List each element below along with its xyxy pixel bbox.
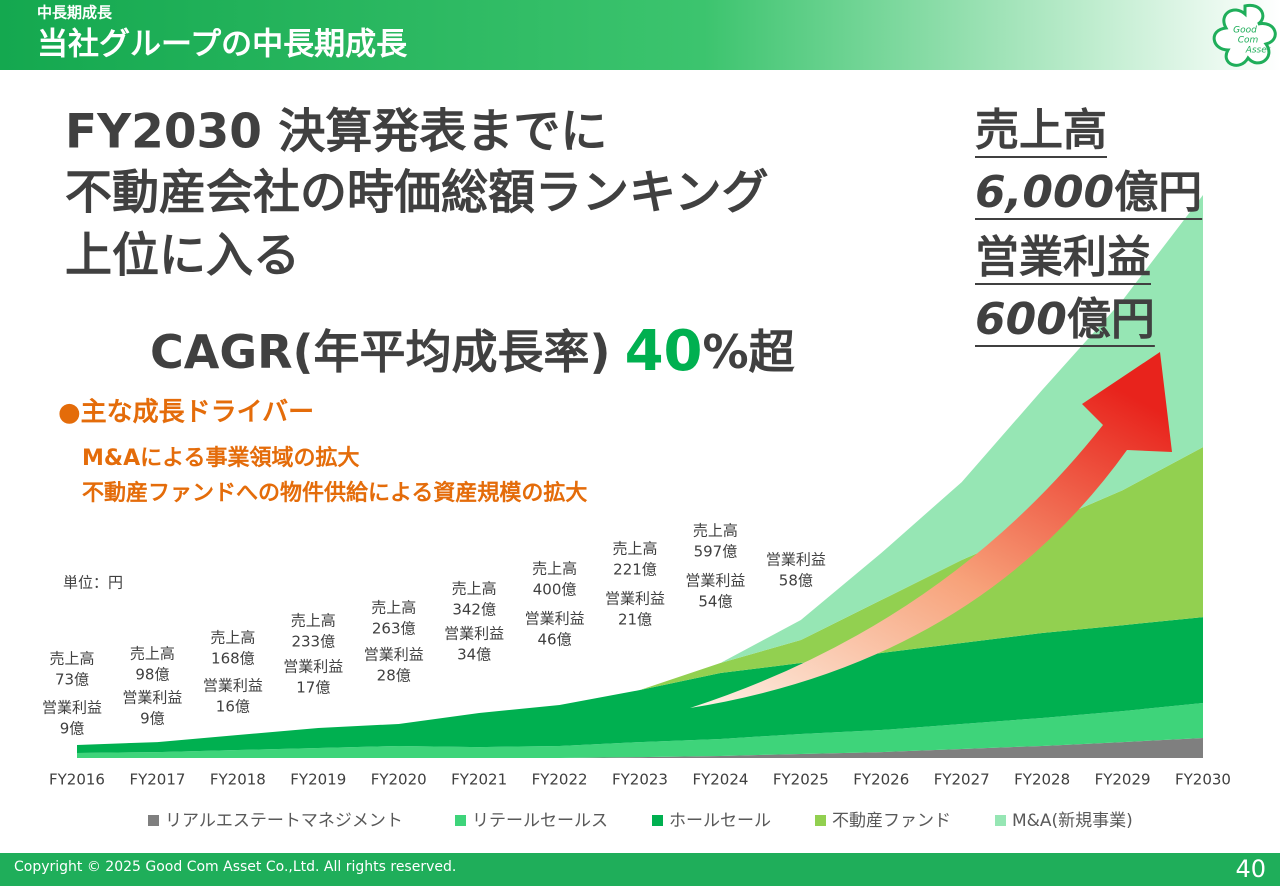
x-tick-label: FY2018 bbox=[210, 771, 266, 789]
drivers-title: ●主な成長ドライバー bbox=[58, 398, 314, 428]
legend-swatch bbox=[995, 815, 1006, 826]
target-label: 売上高 bbox=[975, 105, 1107, 156]
logo: Good Com Asset bbox=[1212, 3, 1277, 67]
headline: FY2030 決算発表までに bbox=[65, 105, 607, 160]
target-number: 6,000 bbox=[975, 167, 1114, 218]
annotation-label: 営業利益 bbox=[42, 699, 102, 717]
driver-item: 不動産ファンドへの物件供給による資産規模の拡大 bbox=[82, 480, 587, 506]
target-unit: 億円 bbox=[1067, 294, 1155, 345]
annotation-label: 売上高 bbox=[693, 522, 738, 540]
annotation-value: 16億 bbox=[216, 698, 250, 716]
x-tick-label: FY2026 bbox=[853, 771, 909, 789]
header-bar bbox=[0, 0, 1280, 70]
annotation-value: 28億 bbox=[377, 667, 411, 685]
annotation-label: 売上高 bbox=[371, 599, 416, 617]
cagr-suffix: %超 bbox=[703, 325, 796, 379]
annotation-label: 営業利益 bbox=[203, 677, 263, 695]
area bbox=[77, 703, 1203, 758]
annotation-value: 73億 bbox=[55, 671, 89, 689]
page-number: 40 bbox=[1235, 855, 1266, 883]
area bbox=[77, 738, 1203, 758]
x-tick-label: FY2029 bbox=[1095, 771, 1151, 789]
x-tick-label: FY2023 bbox=[612, 771, 668, 789]
x-tick-label: FY2019 bbox=[290, 771, 346, 789]
annotation-value: 168億 bbox=[211, 650, 255, 668]
legend-swatch bbox=[148, 815, 159, 826]
headline: 不動産会社の時価総額ランキング bbox=[65, 166, 769, 221]
annotation-value: 597億 bbox=[694, 543, 738, 561]
annotation-label: 営業利益 bbox=[525, 610, 585, 628]
x-tick-label: FY2030 bbox=[1175, 771, 1231, 789]
annotation-value: 17億 bbox=[296, 679, 330, 697]
logo-text: Asset bbox=[1245, 46, 1271, 56]
area bbox=[77, 617, 1203, 753]
x-tick-label: FY2020 bbox=[371, 771, 427, 789]
annotation-value: 9億 bbox=[60, 720, 85, 738]
copyright: Copyright © 2025 Good Com Asset Co.,Ltd.… bbox=[14, 859, 456, 875]
cagr-label: CAGR(年平均成長率) bbox=[150, 325, 611, 379]
legend-label: M&A(新規事業) bbox=[1012, 811, 1133, 831]
annotation-value: 9億 bbox=[140, 710, 165, 728]
annotation-label: 売上高 bbox=[532, 560, 577, 578]
legend-swatch bbox=[652, 815, 663, 826]
annotation-value: 21億 bbox=[618, 611, 652, 629]
annotation-label: 営業利益 bbox=[444, 625, 504, 643]
annotation-label: 営業利益 bbox=[605, 590, 665, 608]
x-tick-label: FY2022 bbox=[532, 771, 588, 789]
x-tick-label: FY2028 bbox=[1014, 771, 1070, 789]
annotation-label: 売上高 bbox=[291, 612, 336, 630]
logo-text: Good bbox=[1233, 26, 1257, 36]
legend-swatch bbox=[455, 815, 466, 826]
unit-note: 単位：円 bbox=[63, 574, 123, 592]
annotation-value: 221億 bbox=[613, 561, 657, 579]
annotation-value: 58億 bbox=[779, 572, 813, 590]
target-number: 600 bbox=[975, 294, 1067, 345]
annotation-value: 34億 bbox=[457, 646, 491, 664]
area bbox=[77, 195, 1203, 746]
annotation-value: 400億 bbox=[533, 581, 577, 599]
x-tick-label: FY2025 bbox=[773, 771, 829, 789]
annotation-label: 営業利益 bbox=[364, 646, 424, 664]
target-label: 営業利益 bbox=[975, 232, 1151, 283]
target-unit: 億円 bbox=[1114, 167, 1202, 218]
annotation-label: 営業利益 bbox=[122, 689, 182, 707]
headline: 上位に入る bbox=[65, 229, 300, 284]
annotation-value: 263億 bbox=[372, 620, 416, 638]
cagr-value: 40 bbox=[625, 319, 703, 384]
legend-label: リテールセールス bbox=[472, 811, 608, 831]
annotation-value: 342億 bbox=[452, 601, 496, 619]
annotation-label: 営業利益 bbox=[283, 658, 343, 676]
annotation-label: 売上高 bbox=[49, 650, 94, 668]
x-tick-label: FY2016 bbox=[49, 771, 105, 789]
footer-bar bbox=[0, 853, 1280, 886]
annotation-label: 売上高 bbox=[452, 580, 497, 598]
annotation-label: 営業利益 bbox=[685, 572, 745, 590]
x-tick-label: FY2021 bbox=[451, 771, 507, 789]
legend-swatch bbox=[815, 815, 826, 826]
annotation-value: 233億 bbox=[291, 633, 335, 651]
slide-title: 当社グループの中長期成長 bbox=[37, 27, 408, 63]
x-tick-label: FY2024 bbox=[692, 771, 748, 789]
legend-label: リアルエステートマネジメント bbox=[165, 811, 403, 831]
x-tick-label: FY2027 bbox=[934, 771, 990, 789]
target-value: 6,000億円 bbox=[975, 167, 1202, 218]
annotation-label: 売上高 bbox=[130, 645, 175, 663]
target-value: 600億円 bbox=[975, 294, 1155, 345]
growth-arrow bbox=[690, 352, 1172, 708]
annotation-value: 46億 bbox=[538, 631, 572, 649]
legend-label: 不動産ファンド bbox=[832, 811, 951, 831]
cagr: CAGR(年平均成長率) 40%超 bbox=[150, 319, 796, 384]
legend-label: ホールセール bbox=[669, 811, 771, 831]
driver-item: M&Aによる事業領域の拡大 bbox=[82, 445, 359, 471]
section-label: 中長期成長 bbox=[37, 4, 113, 22]
annotation-value: 98億 bbox=[135, 666, 169, 684]
annotation-label: 売上高 bbox=[210, 629, 255, 647]
annotation-value: 54億 bbox=[698, 593, 732, 611]
annotation-label: 売上高 bbox=[612, 540, 657, 558]
x-tick-label: FY2017 bbox=[129, 771, 185, 789]
logo-text: Com bbox=[1238, 36, 1259, 46]
annotation-label: 営業利益 bbox=[766, 551, 826, 569]
